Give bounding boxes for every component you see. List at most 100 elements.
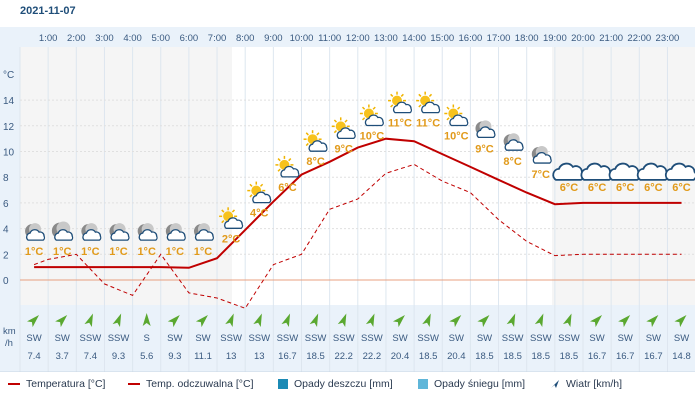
wind-speed-label: 3.7: [56, 351, 69, 362]
sun-cloudy-icon: [388, 91, 413, 114]
temperature-data-label: 8°C: [306, 156, 325, 168]
legend-snow-label: Opady śniegu [mm]: [434, 378, 526, 390]
wind-direction-label: SW: [477, 333, 492, 344]
hour-tick-label: 3:00: [95, 33, 114, 44]
legend-temperature-swatch: [8, 383, 20, 386]
hour-tick-label: 10:00: [290, 33, 314, 44]
wind-arrow-icon: [365, 313, 375, 328]
wind-arrow-icon: [449, 315, 462, 328]
sun-ray: [288, 158, 292, 162]
cloud-shape: [82, 229, 102, 241]
legend-rain-swatch: [278, 379, 288, 390]
cloud-shape: [308, 140, 328, 152]
wind-arrow-icon: [253, 313, 262, 328]
hour-tick-label: 23:00: [656, 33, 680, 44]
cloud-shape: [664, 162, 695, 181]
hour-tick-label: 6:00: [180, 33, 199, 44]
hour-tick-label: 17:00: [487, 33, 511, 44]
legend-rain-label: Opady deszczu [mm]: [294, 378, 393, 390]
wind-arrow-shape: [84, 313, 93, 328]
wind-speed-label: 22.2: [334, 351, 353, 362]
sun-ray: [361, 106, 366, 110]
temperature-data-label: 1°C: [194, 246, 213, 258]
night-cloudy-icon: [503, 133, 524, 151]
hour-axis-band: [0, 27, 695, 47]
cloud-shape: [110, 229, 130, 241]
wind-arrow-shape: [112, 313, 122, 328]
sun-ray: [390, 104, 394, 108]
legend-snow-swatch: [418, 379, 428, 390]
wind-arrow-shape: [55, 315, 68, 328]
hour-tick-label: 22:00: [627, 33, 651, 44]
wind-direction-label: SW: [392, 333, 407, 344]
wind-direction-label: SSW: [305, 333, 327, 344]
left-axis-band: [0, 27, 20, 372]
hour-tick-label: 15:00: [430, 33, 454, 44]
temperature-data-label: 6°C: [588, 182, 607, 194]
wind-speed-label: 16.7: [278, 351, 297, 362]
wind-arrow-shape: [167, 315, 180, 328]
cloud-icon: [664, 162, 695, 181]
sun-ray: [259, 183, 264, 187]
wind-speed-label: 18.5: [560, 351, 579, 362]
wind-unit-km: km: [3, 326, 16, 337]
sun-cloudy-icon: [303, 130, 328, 152]
temperature-data-label: 9°C: [475, 143, 494, 155]
sun-ray: [277, 158, 281, 162]
wind-speed-label: 18.5: [503, 351, 522, 362]
temperature-line: [34, 137, 682, 269]
wind-arrow-shape: [506, 313, 516, 328]
daylight-region: [232, 47, 552, 305]
hour-tick-label: 9:00: [264, 33, 283, 44]
legend-snow: Opady śniegu [mm]: [418, 378, 525, 390]
wind-direction-label: SSW: [333, 333, 355, 344]
wind-arrow-shape: [674, 315, 687, 328]
wind-arrow-icon: [84, 313, 93, 328]
temperature-data-label: 1°C: [81, 246, 100, 258]
hour-tick-label: 20:00: [571, 33, 595, 44]
temperature-data-label: 1°C: [53, 246, 72, 258]
wind-arrow-shape: [142, 313, 151, 326]
wind-unit-h: /h: [5, 338, 13, 349]
wind-direction-label: SSW: [108, 333, 130, 344]
wind-arrow-icon: [27, 315, 40, 328]
sun-ray: [333, 119, 338, 123]
cloud-shape: [280, 165, 300, 178]
hour-tick-label: 18:00: [515, 33, 539, 44]
night-cloudy-icon: [51, 221, 74, 241]
y-tick-label: 8: [3, 173, 9, 184]
sun-cloudy-icon: [275, 155, 300, 178]
wind-direction-label: SSW: [277, 333, 299, 344]
sun-cloudy-icon: [219, 207, 244, 229]
wind-arrow-shape: [225, 313, 234, 328]
temperature-data-label: 9°C: [334, 143, 353, 155]
wind-speed-label: 5.6: [140, 351, 153, 362]
temperature-data-label: 2°C: [222, 233, 241, 245]
wind-arrow-icon: [112, 313, 122, 328]
sun-cloudy-icon: [331, 117, 356, 139]
wind-arrow-icon: [477, 315, 490, 328]
night-cloudy-icon: [109, 223, 130, 241]
wind-speed-label: 9.3: [112, 351, 125, 362]
temperature-data-label: 6°C: [278, 182, 297, 194]
wind-arrow-shape: [365, 313, 375, 328]
wind-arrow-icon: [646, 315, 659, 328]
wind-speed-label: 22.2: [363, 351, 382, 362]
wind-direction-label: SW: [26, 333, 41, 344]
cloud-shape: [504, 139, 524, 151]
wind-arrow-shape: [590, 315, 603, 328]
wind-arrow-icon: [674, 315, 687, 328]
sun-ray: [361, 117, 366, 121]
wind-speed-label: 14.8: [672, 351, 691, 362]
wind-direction-label: SSW: [248, 333, 270, 344]
wind-speed-label: 11.1: [194, 351, 212, 362]
hour-tick-label: 16:00: [459, 33, 483, 44]
wind-direction-label: SSW: [558, 333, 580, 344]
cloud-shape: [364, 114, 384, 127]
sun-ray: [249, 194, 253, 198]
wind-arrow-icon: [506, 313, 516, 328]
cloud-shape: [166, 229, 186, 241]
wind-arrow-icon: [618, 315, 631, 328]
wind-arrow-shape: [27, 315, 40, 328]
hour-tick-label: 4:00: [123, 33, 142, 44]
